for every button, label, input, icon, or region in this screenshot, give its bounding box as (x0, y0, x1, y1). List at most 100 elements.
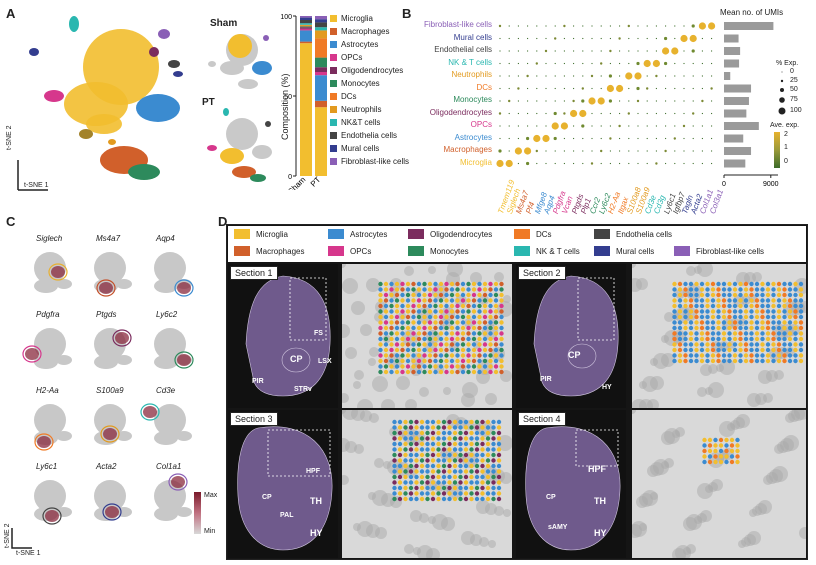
spatial-spot (411, 369, 416, 375)
dot (517, 62, 519, 65)
dot (662, 47, 670, 55)
spatial-spot (798, 303, 804, 309)
spatial-spot (449, 287, 455, 292)
spatial-spot (411, 336, 416, 342)
spatial-spot (449, 303, 455, 309)
dot (636, 99, 640, 103)
dot (646, 75, 648, 77)
dot (655, 50, 657, 52)
spatial-spot (710, 325, 716, 331)
spatial-spot (721, 353, 727, 358)
spatial-spot (383, 353, 389, 358)
dot (691, 49, 695, 53)
dot (527, 62, 529, 65)
spatial-spot (702, 437, 707, 443)
spatial-spot (705, 314, 710, 320)
feature-hotspot (25, 348, 39, 360)
spatial-spot (787, 331, 793, 336)
bar-segment (300, 17, 312, 20)
spatial-spot (727, 320, 732, 325)
spatial-spot (463, 447, 469, 452)
celltype-label: Oligodendrocytes (429, 107, 492, 117)
spatial-spot (471, 358, 477, 364)
spatial-spot (471, 320, 477, 325)
spatial-spot (743, 320, 749, 325)
d-swatch (514, 229, 530, 239)
spatial-spot (438, 347, 444, 353)
feature-cloud (56, 431, 72, 441)
legend-label: Oligodendrocytes (341, 66, 404, 75)
dot (573, 37, 575, 40)
spatial-spot (688, 358, 694, 364)
spatial-spot (499, 369, 504, 375)
spatial-spot (485, 480, 491, 485)
tissue-texture (342, 475, 349, 485)
dot (627, 24, 630, 28)
tissue-texture (479, 537, 489, 547)
spatial-spot (430, 425, 436, 430)
s3-hy: HY (310, 528, 323, 538)
spatial-spot (493, 331, 499, 336)
dot (628, 125, 630, 127)
dot (582, 75, 584, 77)
spatial-spot (480, 480, 485, 485)
spatial-spot (383, 303, 389, 309)
spatial-spot (710, 353, 716, 358)
spatial-spot (798, 320, 804, 325)
spatial-spot (765, 281, 771, 287)
tissue-texture (632, 264, 636, 268)
spatial-spot (782, 303, 787, 309)
bar-segment (300, 30, 312, 42)
spatial-spot (738, 298, 743, 303)
spatial-spot (378, 347, 383, 353)
spatial-spot (444, 342, 449, 347)
bar-segment (315, 100, 327, 108)
spatial-spot (732, 281, 738, 287)
tissue-texture (470, 534, 482, 546)
tissue-texture (366, 278, 380, 292)
spatial-spot (463, 419, 469, 425)
color-legend-title: Ave. exp. (770, 122, 800, 129)
spatial-spot (705, 347, 710, 353)
spatial-spot (793, 309, 798, 314)
spatial-spot (460, 342, 466, 347)
spatial-spot (499, 342, 504, 347)
dot (544, 49, 548, 53)
spatial-spot (683, 347, 688, 353)
spatial-spot (485, 496, 491, 502)
spatial-spot (749, 358, 754, 364)
spatial-spot (466, 298, 471, 303)
spatial-spot (677, 309, 683, 314)
spatial-spot (397, 452, 403, 458)
tissue-texture (368, 358, 376, 366)
spatial-spot (460, 298, 466, 303)
spatial-spot (430, 463, 436, 469)
spatial-spot (765, 314, 771, 320)
spatial-spot (491, 480, 496, 485)
dot (563, 37, 565, 40)
feature-ring (96, 279, 116, 297)
spatial-spot (463, 425, 469, 430)
swatch-mural (330, 145, 337, 152)
dot (496, 159, 504, 168)
panel-b-letter: B (402, 6, 412, 21)
spatial-spot (400, 347, 405, 353)
s3-hpf: HPF (306, 468, 320, 475)
dot (711, 137, 713, 140)
spatial-spot (474, 458, 480, 463)
spatial-spot (392, 491, 397, 496)
dot (664, 149, 667, 153)
spatial-spot (672, 342, 677, 347)
tissue-texture (374, 458, 384, 468)
tissue-texture (404, 266, 414, 276)
spatial-spot (383, 320, 389, 325)
spatial-spot (419, 447, 425, 452)
spatial-spot (455, 320, 460, 325)
feature-ring (174, 279, 194, 297)
spatial-spot (710, 342, 716, 347)
spatial-spot (738, 325, 743, 331)
dot (533, 134, 541, 143)
spatial-spot (727, 287, 732, 292)
tissue-texture (785, 413, 795, 423)
spatial-spot (716, 281, 721, 287)
